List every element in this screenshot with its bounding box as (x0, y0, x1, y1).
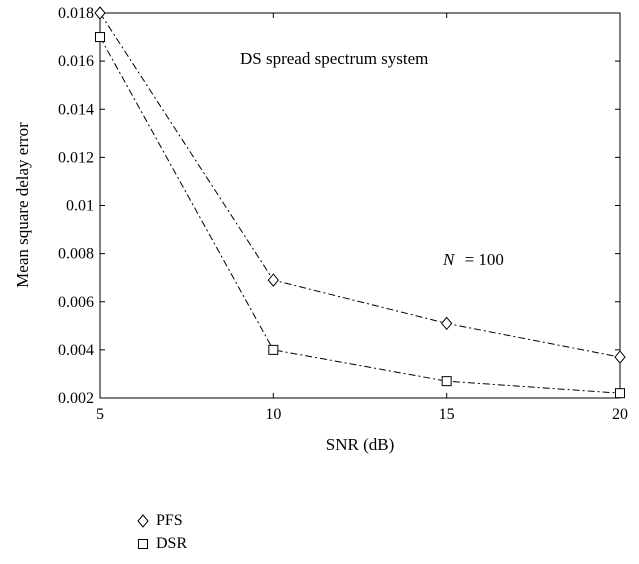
plot-frame (99, 12, 621, 399)
y-tick-label: 0.004 (58, 342, 94, 359)
data-point-dsr (441, 376, 452, 387)
y-tick-label: 0.002 (58, 390, 94, 407)
data-point-dsr (95, 32, 105, 43)
y-tick-label: 0.006 (58, 294, 94, 311)
y-axis-title: Mean square delay error (13, 122, 32, 288)
annotation-n-symbol: N (442, 250, 456, 269)
x-tick-label: 15 (439, 406, 455, 423)
y-tick-label: 0.012 (58, 149, 94, 166)
series-lines (99, 12, 621, 394)
y-tick-label: 0.01 (66, 198, 94, 215)
series-markers (94, 6, 626, 399)
y-tick-label: 0.008 (58, 246, 94, 263)
data-point-dsr (268, 344, 279, 355)
data-point-pfs (94, 6, 106, 20)
x-tick-label: 20 (612, 406, 628, 423)
x-axis-title: SNR (dB) (326, 435, 394, 454)
series-line-dsr (99, 36, 621, 394)
data-point-pfs (614, 350, 626, 364)
x-tick-label: 5 (96, 406, 104, 423)
y-tick-label: 0.016 (58, 53, 94, 70)
y-tick-label: 0.018 (58, 5, 94, 22)
data-point-pfs (441, 316, 453, 331)
annotation-n-value: = 100 (465, 250, 504, 269)
x-tick-label: 10 (265, 406, 281, 423)
annotation-system: DS spread spectrum system (240, 49, 428, 68)
data-point-dsr (615, 388, 625, 399)
series-line-pfs (99, 12, 621, 358)
y-tick-label: 0.014 (58, 101, 94, 118)
data-point-pfs (267, 273, 279, 287)
axis-ticks: 5 10 15 20 0.002 0.004 0.006 0.008 0.01 0.012 0.01… (58, 5, 628, 423)
annotation-n: N = 100 (442, 250, 504, 269)
